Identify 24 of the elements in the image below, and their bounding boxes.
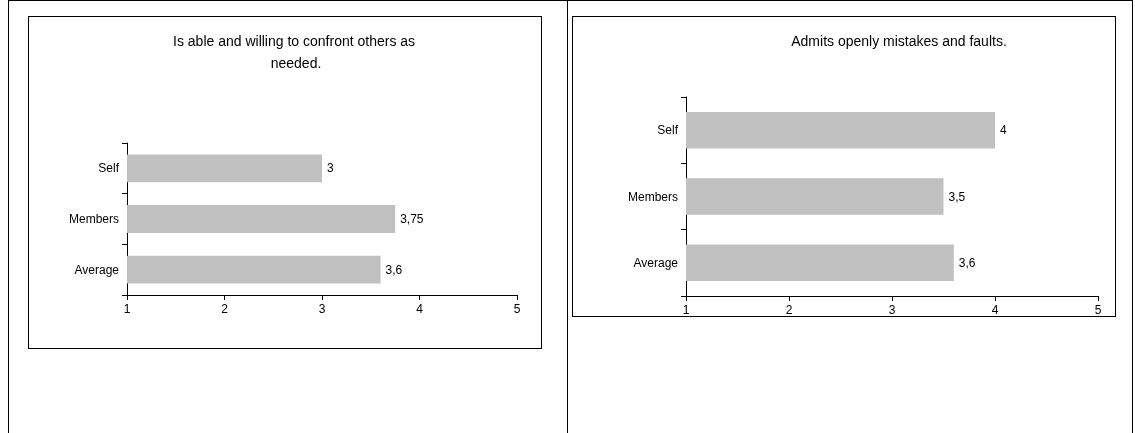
x-tick-label: 4 — [416, 302, 424, 316]
data-label: 4 — [1000, 123, 1007, 138]
x-tick-label: 2 — [221, 302, 229, 316]
x-tick-label: 5 — [1094, 303, 1102, 317]
x-tick-label: 3 — [888, 303, 896, 317]
x-tick-label: 5 — [513, 302, 521, 316]
y-tick-label: Members — [627, 189, 678, 204]
chart-title: Is able and willing to confront others as needed. — [173, 33, 419, 71]
y-tick-label: Average — [74, 262, 120, 277]
x-tick-label: 2 — [785, 303, 793, 317]
data-label: 3,75 — [400, 212, 424, 226]
y-tick-label: Average — [633, 255, 679, 270]
data-label: 3,6 — [958, 255, 976, 270]
y-tick-label: Self — [657, 123, 679, 138]
data-label: 3,5 — [948, 189, 966, 204]
data-label: 3,6 — [385, 262, 403, 277]
x-tick-label: 4 — [991, 303, 999, 317]
y-tick-label: Members — [68, 212, 119, 226]
chart-title: Admits openly mistakes and faults. — [791, 33, 1007, 49]
x-tick-label: 1 — [682, 303, 690, 317]
x-tick-label: 3 — [318, 302, 326, 316]
x-tick-label: 1 — [123, 302, 131, 316]
data-label: 3 — [327, 161, 334, 176]
y-tick-label: Self — [98, 161, 120, 176]
